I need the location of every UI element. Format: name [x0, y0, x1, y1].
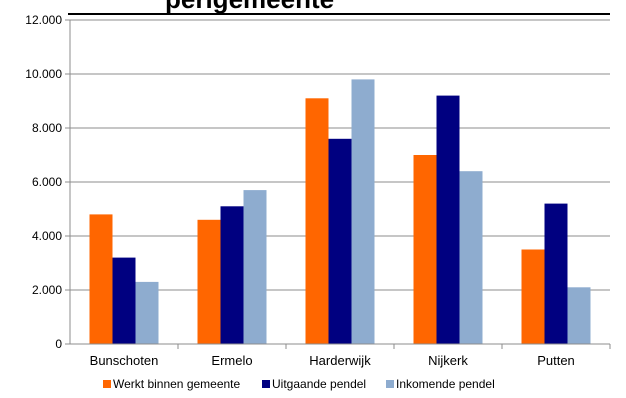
bar-putten-1 [521, 249, 545, 344]
bar-nijkerk-3 [459, 171, 483, 344]
x-tick-label: Bunschoten [90, 353, 159, 368]
x-tick-label: Harderwijk [309, 353, 371, 368]
y-tick-label: 10.000 [25, 67, 62, 81]
bar-ermelo-2 [220, 206, 244, 344]
bar-putten-2 [544, 203, 568, 344]
bar-bunschoten-3 [135, 281, 159, 344]
y-tick-label: 6.000 [32, 175, 62, 189]
y-tick-label: 4.000 [32, 229, 62, 243]
bar-harderwijk-3 [351, 79, 375, 345]
axes: 0 2.000 4.000 6.000 8.000 10.000 12.000 Bunscho… [25, 13, 611, 368]
bar-nijkerk-1 [413, 155, 437, 344]
y-tick-label: 12.000 [25, 13, 62, 27]
y-tick-label: 0 [55, 337, 62, 351]
y-tick-label: 8.000 [32, 121, 62, 135]
legend-label: Werkt binnen gemeente [113, 377, 241, 391]
chart-title-partial: perigemeente [165, 0, 334, 14]
x-tick-label: Ermelo [211, 353, 252, 368]
bar-bunschoten-2 [112, 257, 136, 344]
legend-label: Uitgaande pendel [272, 377, 366, 391]
legend-swatch [103, 380, 111, 388]
bar-nijkerk-2 [436, 95, 460, 344]
legend-swatch [262, 380, 270, 388]
x-tick-label: Nijkerk [428, 353, 468, 368]
bar-bunschoten-1 [89, 214, 113, 344]
bar-harderwijk-2 [328, 138, 352, 344]
bar-ermelo-3 [243, 190, 267, 344]
legend-swatch [386, 380, 394, 388]
bars [89, 79, 591, 345]
bar-harderwijk-1 [305, 98, 329, 344]
y-tick-label: 2.000 [32, 283, 62, 297]
bar-putten-3 [567, 287, 591, 344]
x-tick-label: Putten [537, 353, 575, 368]
legend-label: Inkomende pendel [396, 377, 495, 391]
legend: Werkt binnen gemeente Uitgaande pendel Ink… [103, 377, 495, 391]
bar-ermelo-1 [197, 219, 221, 344]
